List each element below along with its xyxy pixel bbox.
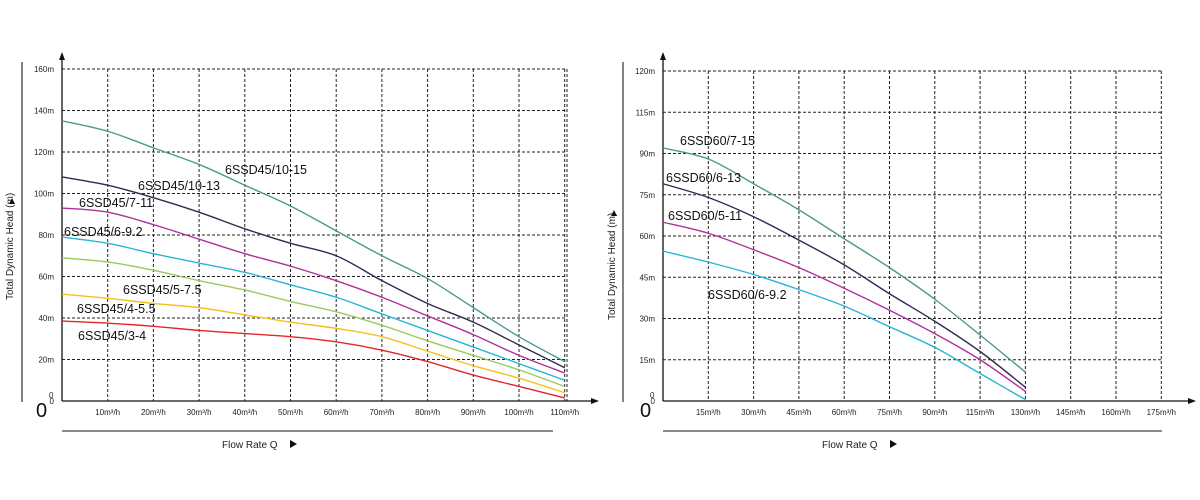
- y-title-arrow-icon: [611, 210, 617, 216]
- y-tick-label: 115m: [636, 108, 656, 117]
- series-line-6ssd60-7-15: [662, 147, 1026, 373]
- series-label: 6SSD60/6-9.2: [708, 288, 787, 302]
- y-tick-label: 80m: [38, 231, 54, 240]
- y-axis-title: Total Dynamic Head (m): [607, 213, 618, 320]
- y-tick-label: 90m: [639, 150, 655, 159]
- x-tick-label: 45m³/h: [786, 408, 811, 417]
- series-label: 6SSD60/5-11: [668, 209, 742, 223]
- x-tick-label: 60m³/h: [324, 408, 349, 417]
- x-tick-label: 75m³/h: [877, 408, 902, 417]
- series-line-6ssd45-4-5-5: [61, 293, 565, 394]
- y-tick-label: 20m: [38, 356, 54, 365]
- series-label: 6SSD60/7-15: [680, 134, 755, 148]
- chart-panel-1: 0 20m 40m 60m 80m 100m 120m 140m 160m 10m³/h 20m³/…: [5, 52, 599, 451]
- x-tick-label: 90m³/h: [922, 408, 947, 417]
- origin-label-large: 0: [640, 400, 651, 422]
- y-tick-label: 120m: [635, 67, 655, 76]
- series-line-6ssd45-10-15: [61, 120, 566, 363]
- series-line-6ssd60-6-9-2: [662, 250, 1026, 401]
- series-label: 6SSD45/7-11: [79, 196, 153, 210]
- x-tick-label: 60m³/h: [832, 408, 857, 417]
- series-label: 6SSD45/5-7.5: [123, 283, 202, 297]
- y-tick-label: 45m: [639, 273, 655, 282]
- y-tick-label: 60m: [38, 273, 54, 282]
- y-tick-label: 160m: [34, 65, 54, 74]
- y-tick-label: 140m: [34, 107, 54, 116]
- x-axis-arrow-icon: [591, 398, 599, 404]
- x-tick-label: 20m³/h: [141, 408, 166, 417]
- x-tick-label: 110m³/h: [550, 408, 579, 417]
- x-tick-label: 130m³/h: [1011, 408, 1040, 417]
- series-line-6ssd45-6-9-2: [61, 236, 565, 381]
- x-tick-label: 175m³/h: [1147, 408, 1176, 417]
- x-tick-label: 40m³/h: [232, 408, 257, 417]
- series-label: 6SSD45/6-9.2: [64, 225, 143, 239]
- y-tick-label: 60m: [639, 232, 655, 241]
- x-axis-title: Flow Rate Q: [822, 440, 878, 451]
- x-tick-label: 30m³/h: [187, 408, 212, 417]
- y-tick-label: 0: [50, 397, 55, 406]
- chart-panel-2: 0 15m 30m 45m 60m 75m 90m 115m 120m 15m³/h 30m³/h 4…: [607, 52, 1196, 451]
- origin-label-small: 0: [650, 391, 655, 400]
- y-tick-label: 75m: [639, 191, 655, 200]
- x-tick-label: 80m³/h: [415, 408, 440, 417]
- x-tick-label: 30m³/h: [741, 408, 766, 417]
- series-line-6ssd45-5-7-5: [61, 257, 565, 388]
- x-tick-label: 100m³/h: [504, 408, 533, 417]
- y-tick-label: 30m: [639, 315, 655, 324]
- y-tick-label: 100m: [34, 190, 54, 199]
- series-label: 6SSD45/10-15: [225, 163, 307, 177]
- x-tick-label: 160m³/h: [1101, 408, 1130, 417]
- x-axis-arrow-icon: [1188, 398, 1196, 404]
- y-axis-title: Total Dynamic Head (m): [5, 193, 16, 300]
- y-axis-arrow-icon: [660, 52, 666, 60]
- series-line-6ssd45-10-13: [61, 176, 566, 369]
- series-label: 6SSD45/3-4: [78, 329, 146, 343]
- y-title-arrow-icon: [9, 198, 15, 204]
- series-line-6ssd45-3-4: [61, 320, 565, 399]
- series-label: 6SSD60/6-13: [666, 171, 741, 185]
- x-tick-label: 90m³/h: [461, 408, 486, 417]
- y-tick-label: 15m: [639, 356, 655, 365]
- x-title-arrow-icon: [290, 440, 297, 448]
- x-title-arrow-icon: [890, 440, 897, 448]
- series-line-6ssd45-7-11: [61, 207, 565, 374]
- y-tick-label: 40m: [38, 314, 54, 323]
- x-tick-label: 15m³/h: [696, 408, 721, 417]
- series-label: 6SSD45/4-5.5: [77, 302, 156, 316]
- series-line-6ssd60-6-13: [662, 183, 1026, 388]
- series-label: 6SSD45/10-13: [138, 179, 220, 193]
- origin-label-large: 0: [36, 400, 47, 422]
- x-tick-label: 10m³/h: [95, 408, 120, 417]
- x-tick-label: 115m³/h: [966, 408, 995, 417]
- y-tick-label: 120m: [34, 148, 54, 157]
- origin-label-small: 0: [49, 391, 54, 400]
- x-axis-title: Flow Rate Q: [222, 440, 278, 451]
- x-tick-label: 50m³/h: [278, 408, 303, 417]
- x-tick-label: 70m³/h: [369, 408, 394, 417]
- y-tick-label: 0: [651, 397, 656, 406]
- x-tick-label: 145m³/h: [1056, 408, 1085, 417]
- series-line-6ssd60-5-11: [662, 221, 1026, 392]
- y-axis-arrow-icon: [59, 52, 65, 60]
